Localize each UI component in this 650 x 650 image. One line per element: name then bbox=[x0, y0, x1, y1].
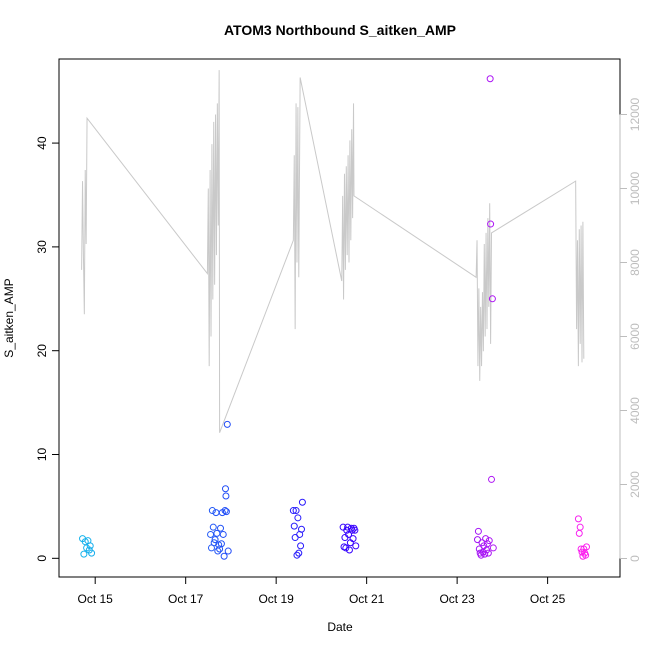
y-axis-label: S_aitken_AMP bbox=[2, 278, 16, 357]
data-point bbox=[345, 530, 353, 538]
data-point bbox=[343, 526, 351, 534]
data-point bbox=[217, 540, 225, 548]
chart-title: ATOM3 Northbound S_aitken_AMP bbox=[224, 22, 456, 38]
data-point bbox=[489, 544, 497, 552]
x-tick-label: Oct 21 bbox=[349, 592, 385, 606]
series-line bbox=[81, 70, 585, 433]
data-point bbox=[298, 525, 305, 533]
y2-tick-label: 8000 bbox=[628, 249, 642, 276]
data-point bbox=[583, 543, 591, 551]
data-point bbox=[219, 530, 227, 538]
data-point bbox=[86, 542, 94, 550]
data-point bbox=[221, 507, 229, 515]
y-tick-label: 40 bbox=[35, 136, 49, 150]
data-point bbox=[352, 542, 360, 550]
data-point bbox=[290, 522, 298, 530]
data-point bbox=[481, 550, 489, 558]
data-point bbox=[222, 508, 230, 516]
data-point bbox=[208, 507, 216, 515]
data-point bbox=[292, 507, 300, 515]
data-point bbox=[297, 542, 305, 550]
data-point bbox=[575, 529, 583, 537]
data-point bbox=[351, 526, 359, 534]
data-point bbox=[207, 530, 215, 538]
data-point bbox=[211, 536, 219, 544]
data-point bbox=[88, 549, 96, 557]
x-tick-label: Oct 25 bbox=[530, 592, 566, 606]
data-point bbox=[210, 539, 218, 547]
data-point bbox=[222, 492, 230, 500]
data-point bbox=[582, 551, 590, 559]
data-point bbox=[474, 527, 482, 535]
data-point bbox=[488, 475, 496, 483]
data-point bbox=[80, 550, 88, 558]
data-point bbox=[209, 523, 217, 531]
y2-tick-label: 0 bbox=[628, 555, 642, 562]
x-tick-label: Oct 23 bbox=[439, 592, 475, 606]
y-tick-label: 30 bbox=[35, 240, 49, 254]
y2-tick-label: 6000 bbox=[628, 323, 642, 350]
data-point bbox=[487, 220, 495, 228]
data-point bbox=[488, 295, 496, 303]
data-point bbox=[484, 549, 492, 557]
y-tick-label: 20 bbox=[35, 344, 49, 358]
data-point bbox=[289, 507, 297, 515]
data-point bbox=[298, 498, 306, 506]
scatter-points-layer bbox=[79, 75, 591, 560]
x-tick-label: Oct 15 bbox=[78, 592, 114, 606]
y-axis-right: 0 2000 4000 6000 8000 10000 12000 bbox=[619, 97, 642, 562]
data-point bbox=[220, 552, 228, 560]
data-point bbox=[349, 535, 357, 543]
data-point bbox=[574, 515, 582, 523]
y2-tick-label: 10000 bbox=[628, 171, 642, 205]
line-series-layer bbox=[81, 70, 585, 433]
data-point bbox=[224, 547, 232, 555]
data-point bbox=[342, 544, 350, 552]
data-point bbox=[223, 420, 231, 428]
data-point bbox=[486, 75, 494, 83]
plot-area-border bbox=[58, 58, 621, 578]
y-tick-label: 10 bbox=[35, 448, 49, 462]
data-point bbox=[345, 546, 353, 554]
x-tick-label: Oct 17 bbox=[168, 592, 204, 606]
y-axis-left: 0 10 20 30 40 bbox=[35, 136, 60, 562]
y-tick-label: 0 bbox=[35, 555, 49, 562]
data-point bbox=[295, 549, 303, 557]
data-point bbox=[576, 523, 584, 531]
y2-tick-label: 12000 bbox=[628, 97, 642, 131]
data-point bbox=[348, 526, 356, 534]
data-point bbox=[221, 485, 229, 493]
data-point bbox=[485, 537, 493, 545]
x-axis: Oct 15 Oct 17 Oct 19 Oct 21 Oct 23 Oct 25 bbox=[78, 576, 566, 606]
data-point bbox=[294, 514, 302, 522]
x-axis-label: Date bbox=[327, 620, 353, 634]
y2-tick-label: 2000 bbox=[628, 471, 642, 498]
data-point bbox=[293, 551, 301, 559]
x-tick-label: Oct 19 bbox=[258, 592, 294, 606]
data-point bbox=[217, 524, 225, 532]
y2-tick-label: 4000 bbox=[628, 397, 642, 424]
